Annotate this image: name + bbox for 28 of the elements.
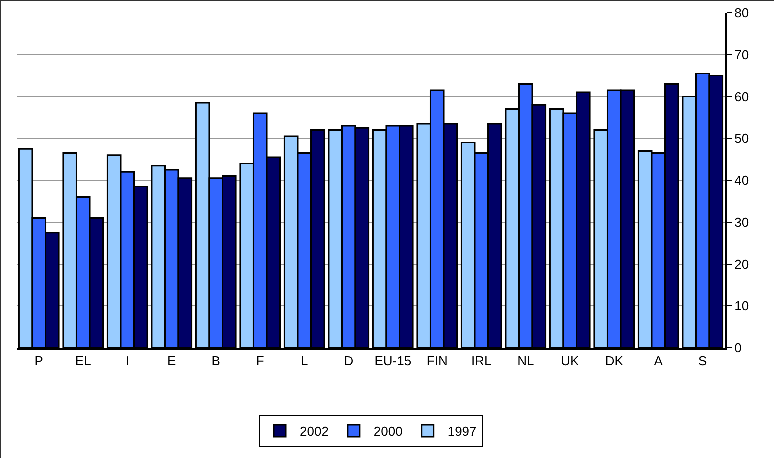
x-tick-label: UK	[561, 354, 580, 369]
y-tick-label: 70	[734, 47, 750, 62]
x-tick-label: I	[126, 354, 130, 369]
x-tick-label: E	[168, 354, 177, 369]
y-tick-label: 0	[734, 340, 742, 356]
y-tick-label: 30	[734, 214, 750, 230]
y-tick-label: 50	[734, 131, 750, 146]
x-tick-label: L	[301, 354, 308, 369]
legend-label: 2002	[300, 424, 329, 440]
y-tick-label: 20	[734, 256, 750, 272]
y-tick-label: 80	[734, 6, 750, 21]
y-tick-label: 10	[734, 298, 750, 314]
x-tick-label: F	[256, 354, 264, 369]
x-tick-label: FIN	[426, 354, 448, 369]
x-tick-label: D	[344, 354, 354, 369]
x-tick-label: B	[212, 354, 220, 369]
legend-label: 2000	[374, 424, 403, 440]
x-tick-label: P	[34, 354, 44, 369]
y-tick-label: 60	[734, 89, 750, 104]
x-tick-label: S	[698, 354, 708, 369]
x-tick-label: A	[654, 354, 664, 369]
x-tick-label: EL	[75, 354, 92, 369]
x-tick-label: IRL	[472, 354, 492, 369]
legend-label: 1997	[448, 424, 477, 440]
x-tick-label: EU-15	[374, 354, 412, 369]
x-tick-label: DK	[605, 354, 624, 369]
x-tick-label: NL	[518, 354, 534, 369]
y-tick-label: 40	[734, 173, 750, 188]
